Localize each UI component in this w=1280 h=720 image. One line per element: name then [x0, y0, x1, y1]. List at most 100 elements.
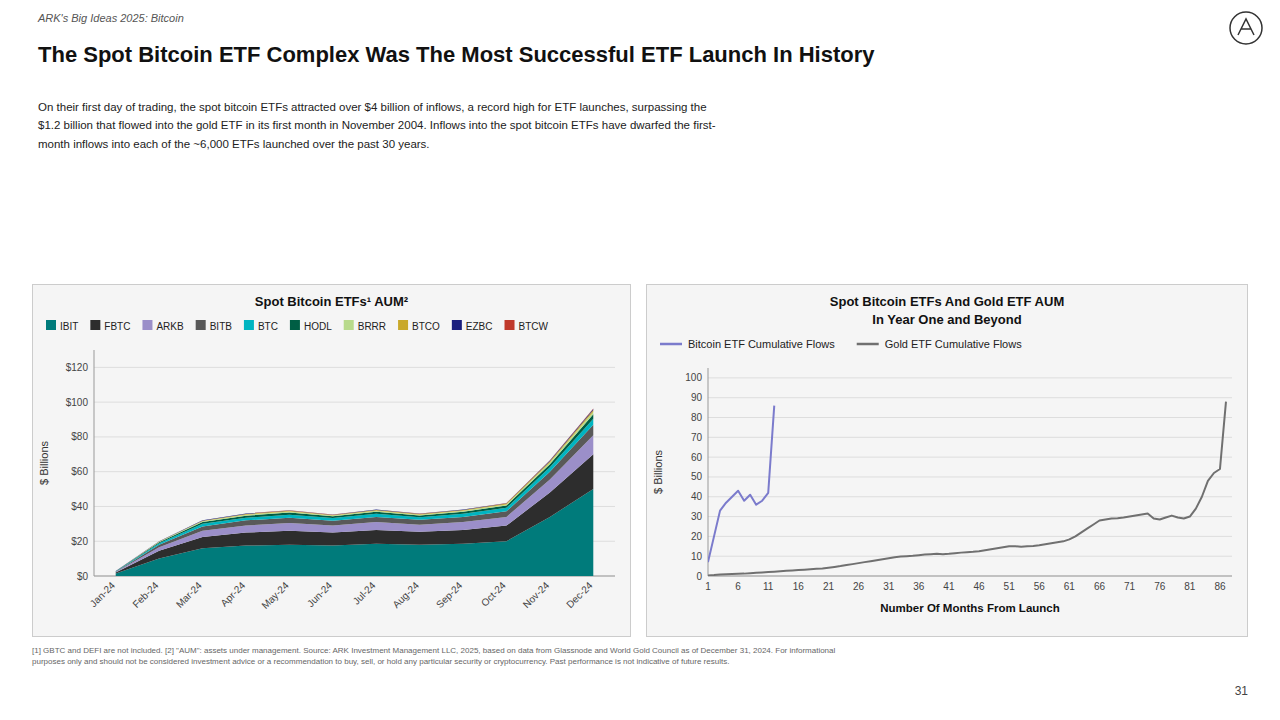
x-tick-label: 76: [1154, 581, 1166, 592]
legend-label: BTCO: [412, 321, 440, 332]
area: [116, 408, 594, 571]
logo: [1224, 8, 1268, 48]
grid-line: [94, 402, 615, 403]
grid-line: [94, 436, 615, 437]
legend-label: BITB: [210, 321, 233, 332]
grid-line: [708, 556, 1232, 557]
area: [116, 419, 594, 572]
x-tick-label: Mar-24: [174, 579, 204, 609]
x-tick-label: 6: [735, 581, 741, 592]
legend-swatch: [344, 320, 354, 330]
y-tick-label: 10: [691, 551, 703, 562]
legend-swatch: [857, 343, 879, 346]
x-tick-label: 41: [943, 581, 955, 592]
page-number: 31: [1235, 684, 1248, 698]
logo-mark: [1238, 19, 1254, 35]
x-tick-label: Jul-24: [351, 579, 378, 606]
chart-panel: Spot Bitcoin ETFs¹ AUM²$0$20$40$60$80$10…: [32, 284, 631, 637]
grid-line: [708, 397, 1232, 398]
x-tick-label: Aug-24: [390, 579, 421, 610]
y-tick-label: 0: [696, 571, 702, 582]
legend-item: HODL: [290, 320, 332, 332]
x-tick-label: Dec-24: [564, 579, 595, 610]
chart-title: In Year One and Beyond: [872, 312, 1021, 327]
x-tick-label: Jan-24: [88, 579, 118, 609]
grid: [94, 367, 615, 576]
legend-swatch: [660, 343, 682, 346]
x-tick-label: Nov-24: [521, 579, 552, 610]
grid-line: [708, 377, 1232, 378]
x-tick-label: Feb-24: [130, 579, 160, 609]
panel-background: [647, 285, 1248, 637]
legend-item: BITB: [196, 320, 233, 332]
area: [116, 410, 594, 571]
x-tick-label: 21: [823, 581, 835, 592]
marks: [708, 402, 1226, 576]
x-tick-label: 86: [1214, 581, 1226, 592]
chart-panel: Spot Bitcoin ETFs And Gold ETF AUM In Yea…: [646, 284, 1248, 637]
y-tick-label: 90: [691, 392, 703, 403]
grid-line: [94, 367, 615, 368]
y-tick-label: 20: [691, 531, 703, 542]
y-tick-label: 30: [691, 511, 703, 522]
area: [116, 435, 594, 572]
legend: IBITFBTCARKBBITBBTCHODLBRRRBTCOEZBCBTCW: [46, 320, 549, 332]
ark-label: ARK's Big Ideas 2025: Bitcoin: [38, 12, 184, 24]
legend-swatch: [452, 320, 462, 330]
grid-line: [708, 576, 1232, 577]
legend-label: FBTC: [104, 321, 130, 332]
y-tick-label: $120: [66, 362, 89, 373]
grid: [708, 378, 1232, 576]
legend-item: IBIT: [46, 320, 78, 332]
legend-item: Bitcoin ETF Cumulative Flows: [660, 338, 835, 350]
x-tick-label: Jun-24: [305, 579, 335, 609]
legend-label: Bitcoin ETF Cumulative Flows: [688, 338, 835, 350]
legend-item: BTC: [244, 320, 278, 332]
y-axis-line: [94, 350, 95, 576]
logo-ring: [1230, 12, 1262, 44]
grid-line: [708, 536, 1232, 537]
grid-line: [94, 471, 615, 472]
legend-label: BRRR: [358, 321, 386, 332]
panel-background: [33, 285, 631, 637]
legend-label: IBIT: [60, 321, 78, 332]
x-tick-label: 61: [1064, 581, 1076, 592]
x-tick-label: 36: [913, 581, 925, 592]
area: [116, 425, 594, 572]
x-tick-label: Apr-24: [218, 579, 247, 608]
x-tick-label: 26: [853, 581, 865, 592]
y-tick-label: $60: [71, 466, 88, 477]
y-tick-label: 100: [685, 372, 702, 383]
page-subtitle: On their first day of trading, the spot …: [38, 98, 1258, 153]
x-tick-label: May-24: [259, 579, 291, 611]
x-tick-label: 1: [705, 581, 711, 592]
area: [116, 412, 594, 572]
legend-item: Gold ETF Cumulative Flows: [857, 338, 1022, 350]
legend-item: BTCW: [505, 320, 549, 332]
legend-swatch: [46, 320, 56, 330]
x-tick-label: 66: [1094, 581, 1106, 592]
y-tick-label: $0: [77, 571, 89, 582]
x-tick-label: Sep-24: [434, 579, 465, 610]
x-tick-label: 56: [1034, 581, 1046, 592]
y-tick-label: 40: [691, 491, 703, 502]
chart-title: Spot Bitcoin ETFs And Gold ETF AUM: [830, 294, 1064, 309]
grid-line: [708, 417, 1232, 418]
x-tick-label: 16: [793, 581, 805, 592]
chart-title: Spot Bitcoin ETFs¹ AUM²: [255, 294, 409, 309]
grid-line: [708, 476, 1232, 477]
y-tick-label: 70: [691, 432, 703, 443]
legend-swatch: [398, 320, 408, 330]
legend-swatch: [290, 320, 300, 330]
legend-label: BTCW: [519, 321, 549, 332]
legend-label: HODL: [304, 321, 332, 332]
x-axis-label: Number Of Months From Launch: [880, 602, 1060, 614]
x-tick-label: 51: [1004, 581, 1016, 592]
x-tick-label: 71: [1124, 581, 1136, 592]
grid-line: [708, 437, 1232, 438]
legend-item: EZBC: [452, 320, 493, 332]
legend-label: EZBC: [466, 321, 493, 332]
area: [116, 414, 594, 571]
x-tick-label: 31: [883, 581, 895, 592]
legend-label: BTC: [258, 321, 278, 332]
